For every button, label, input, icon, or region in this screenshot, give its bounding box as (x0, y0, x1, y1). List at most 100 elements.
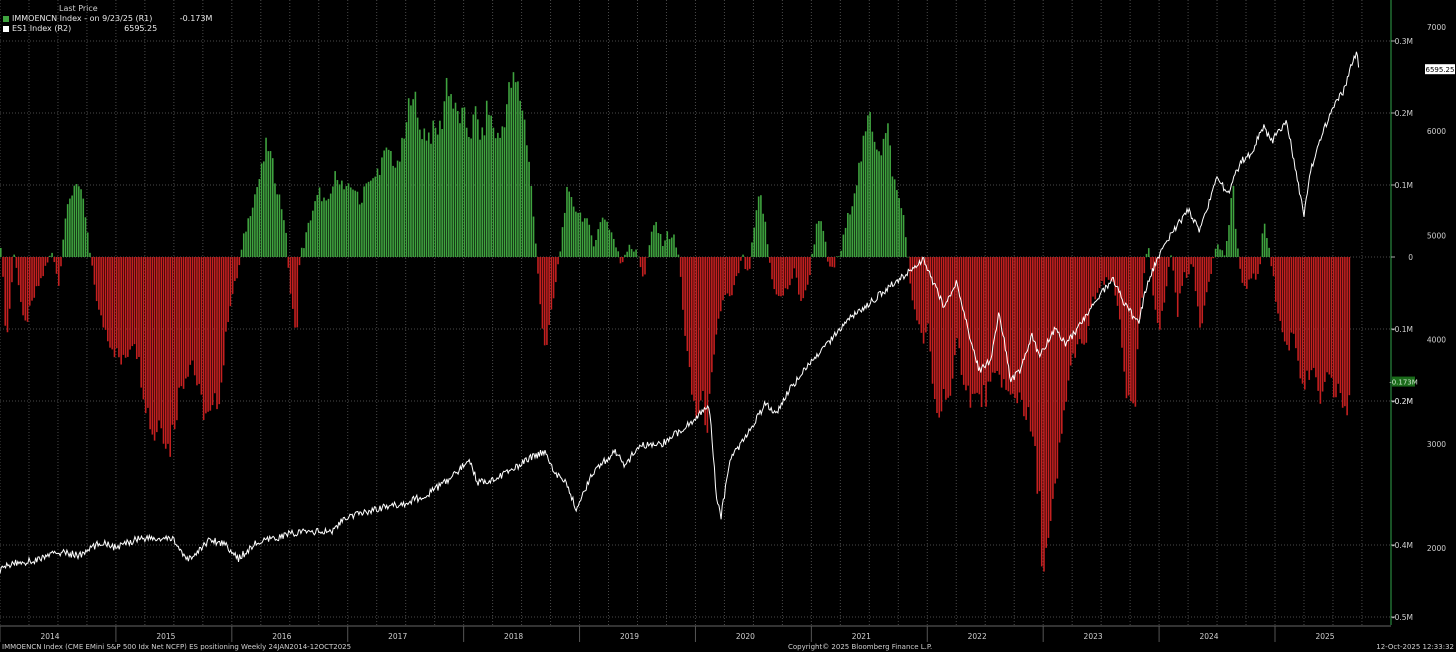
bar-negative (697, 257, 700, 414)
bar-positive (242, 233, 245, 257)
bar-negative (1301, 257, 1304, 384)
bar-negative (164, 257, 167, 449)
bar-positive (579, 212, 582, 257)
bar-positive (597, 229, 599, 257)
bar-negative (1341, 257, 1344, 408)
bar-negative (1136, 257, 1139, 350)
bar-positive (664, 240, 666, 257)
bar-positive (882, 138, 885, 257)
bar-positive (1228, 225, 1230, 257)
bar-negative (191, 257, 194, 361)
bar-positive (383, 150, 385, 257)
bar-positive (568, 191, 570, 257)
axis-r1-tick-label: -0.5M (1392, 613, 1413, 622)
bar-negative (831, 257, 834, 267)
bar-negative (1063, 257, 1065, 411)
bar-negative (931, 257, 934, 384)
bar-negative (548, 257, 550, 325)
bar-negative (169, 257, 172, 457)
bar-negative (744, 257, 747, 269)
bar-negative (1188, 257, 1190, 275)
bar-negative (1005, 257, 1007, 390)
bar-positive (867, 115, 869, 257)
bar-negative (550, 257, 553, 310)
bar-positive (840, 250, 842, 257)
bar-positive (505, 104, 508, 258)
bar-negative (144, 257, 147, 414)
bar-negative (927, 257, 929, 324)
bar-positive (474, 106, 477, 257)
bar-negative (987, 257, 990, 382)
bar-negative (980, 257, 983, 408)
axis-r1-tick-label: 0.3M (1395, 37, 1413, 46)
axis-r2-tick-label: 5000 (1427, 231, 1446, 240)
bar-positive (820, 221, 822, 257)
bar-negative (4, 257, 7, 326)
bar-negative (1161, 257, 1163, 311)
bar-positive (414, 91, 417, 257)
bar-positive (510, 87, 513, 257)
bar-positive (648, 245, 651, 257)
bar-negative (1181, 257, 1183, 286)
bar-positive (405, 122, 408, 257)
bar-positive (572, 206, 575, 257)
last-value-label-r2: 6595.25 (1426, 66, 1455, 74)
bar-negative (135, 257, 138, 360)
x-axis-tick-label: 2021 (852, 632, 871, 641)
legend: Last Price IMMOENCN Index - on 9/23/25 (… (3, 4, 212, 34)
bar-positive (463, 107, 466, 257)
bar-negative (969, 257, 972, 408)
bar-negative (960, 257, 963, 375)
bar-positive (1217, 244, 1219, 257)
bar-negative (28, 257, 31, 306)
bar-positive (407, 98, 410, 258)
last-value-marker-r2 (1425, 64, 1455, 75)
bar-positive (454, 102, 457, 257)
axis-r2-tick-label: 7000 (1427, 23, 1446, 32)
bar-positive (762, 213, 764, 257)
bar-negative (236, 257, 238, 279)
bar-positive (586, 218, 588, 257)
bar-negative (682, 257, 684, 310)
bar-negative (748, 257, 751, 269)
bar-negative (1279, 257, 1282, 321)
bar-positive (766, 244, 769, 257)
bar-positive (675, 247, 677, 257)
bar-positive (82, 198, 85, 257)
bar-positive (860, 161, 862, 257)
bar-positive (534, 243, 537, 257)
bar-negative (106, 257, 109, 342)
bar-negative (198, 257, 200, 384)
bar-positive (523, 119, 526, 258)
bar-negative (1250, 257, 1253, 279)
legend-label-es1: ES1 Index (R2) (12, 24, 72, 33)
bar-negative (1174, 257, 1177, 293)
bar-negative (162, 257, 165, 444)
bar-negative (102, 257, 105, 328)
bar-negative (1183, 257, 1186, 273)
bar-positive (584, 218, 586, 257)
bar-positive (497, 132, 499, 257)
bar-positive (309, 220, 312, 257)
bar-positive (873, 141, 876, 257)
bar-negative (958, 257, 961, 349)
bar-positive (570, 197, 573, 257)
bar-positive (274, 183, 276, 257)
bar-positive (327, 198, 330, 257)
legend-value-es1: 6595.25 (124, 24, 158, 33)
bar-negative (1199, 257, 1201, 328)
bar-negative (1025, 257, 1027, 420)
bar-negative (292, 257, 294, 309)
bar-negative (231, 257, 234, 294)
bar-positive (1232, 186, 1235, 257)
bar-negative (1152, 257, 1154, 296)
bar-negative (951, 257, 954, 379)
bar-positive (338, 184, 341, 257)
bar-positive (1221, 250, 1224, 257)
bar-negative (940, 257, 943, 412)
bar-positive (566, 186, 568, 257)
bar-positive (441, 129, 443, 257)
bar-positive (628, 244, 631, 257)
bar-negative (298, 257, 301, 266)
